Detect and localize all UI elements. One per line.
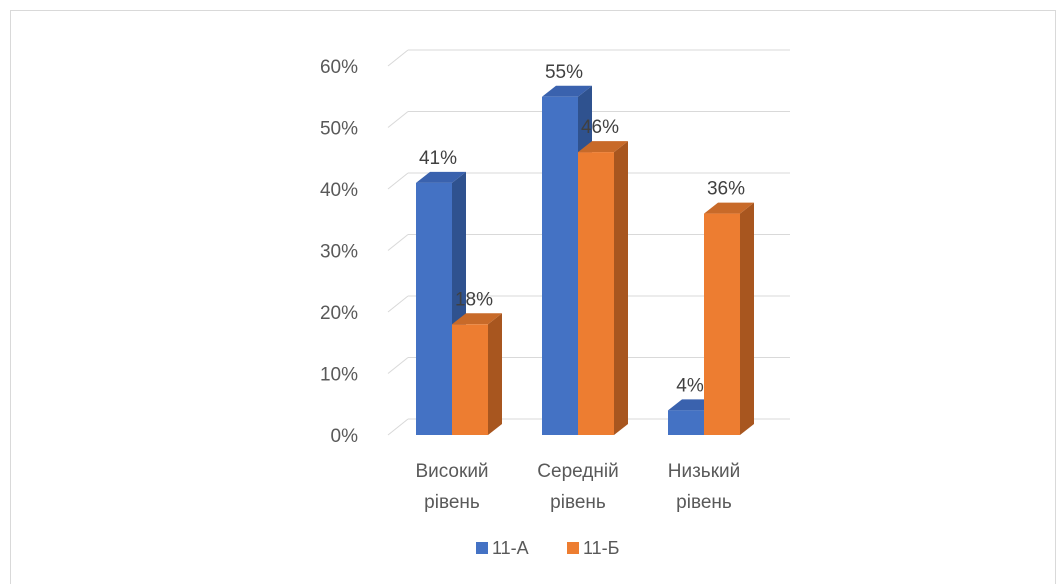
bar-side bbox=[740, 202, 754, 435]
bar-11-Б bbox=[704, 213, 740, 435]
y-tick-label: 30% bbox=[320, 242, 358, 263]
y-tick-label: 0% bbox=[331, 426, 359, 447]
data-label: 4% bbox=[676, 375, 704, 396]
x-category-label: Середній bbox=[537, 461, 618, 482]
bar-top bbox=[542, 85, 592, 97]
gridline-diagonal bbox=[387, 49, 409, 67]
bar-top bbox=[578, 141, 628, 153]
x-axis-categories: Високий рівень Середній рівень Низький рівень bbox=[415, 461, 740, 513]
y-tick-label: 50% bbox=[320, 119, 358, 140]
bar-11-А bbox=[542, 96, 578, 435]
legend: 11-А 11-Б bbox=[476, 538, 620, 558]
bar-side bbox=[614, 141, 628, 435]
data-label: 46% bbox=[581, 117, 619, 138]
chart-frame bbox=[10, 10, 1056, 584]
x-category-label: рівень bbox=[424, 492, 480, 513]
data-label: 18% bbox=[455, 289, 493, 310]
bar-top bbox=[704, 202, 754, 214]
bar-top bbox=[452, 313, 502, 325]
y-tick-label: 10% bbox=[320, 365, 358, 386]
bar-11-А bbox=[668, 410, 704, 435]
legend-label: 11-А bbox=[492, 538, 529, 558]
bar-top bbox=[416, 171, 466, 183]
data-labels: 41% 18% 55% 46% 4% 36% bbox=[419, 62, 745, 397]
legend-swatch bbox=[476, 542, 488, 554]
gridline-diagonal bbox=[387, 418, 409, 436]
gridline-diagonal bbox=[387, 172, 409, 190]
bar-11-Б bbox=[452, 324, 488, 435]
y-axis-ticks: 0% 10% 20% 30% 40% 50% 60% bbox=[320, 57, 358, 447]
bar-11-А bbox=[416, 182, 452, 435]
x-category-label: рівень bbox=[676, 492, 732, 513]
x-category-label: Низький bbox=[668, 461, 740, 482]
legend-label: 11-Б bbox=[583, 538, 620, 558]
legend-swatch bbox=[567, 542, 579, 554]
y-tick-label: 60% bbox=[320, 57, 358, 78]
gridline-diagonal bbox=[387, 357, 409, 374]
x-category-label: Високий bbox=[415, 461, 488, 482]
bars bbox=[416, 85, 754, 435]
y-tick-label: 40% bbox=[320, 180, 358, 201]
x-category-label: рівень bbox=[550, 492, 606, 513]
bar-11-Б bbox=[578, 152, 614, 435]
y-tick-label: 20% bbox=[320, 303, 358, 324]
gridline-diagonal bbox=[387, 111, 409, 128]
bar-side bbox=[488, 313, 502, 435]
gridline-diagonal bbox=[387, 234, 409, 251]
data-label: 55% bbox=[545, 62, 583, 83]
data-label: 36% bbox=[707, 179, 745, 200]
gridline-diagonal bbox=[387, 295, 409, 313]
data-label: 41% bbox=[419, 148, 457, 169]
